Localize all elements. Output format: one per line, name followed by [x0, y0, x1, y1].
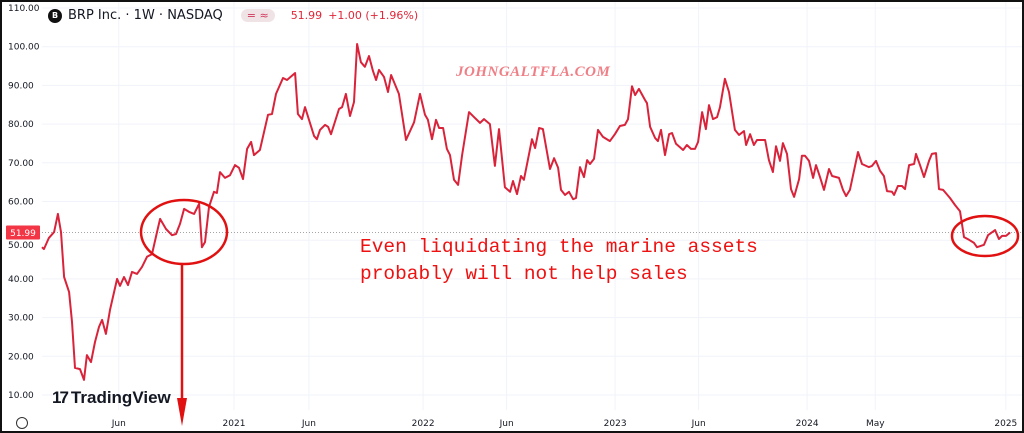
- x-tick-label: 2021: [223, 419, 246, 429]
- tradingview-mark-icon: 17: [52, 388, 69, 407]
- tradingview-logo[interactable]: 17 TradingView: [52, 388, 171, 408]
- settings-icon[interactable]: [16, 417, 28, 429]
- annotation-line-1: Even liquidating the marine assets: [360, 236, 758, 258]
- x-tick-label: 2024: [796, 419, 819, 429]
- x-tick-label: 2025: [994, 419, 1017, 429]
- x-tick-label: Jun: [691, 419, 706, 429]
- x-tick-label: Jun: [301, 419, 316, 429]
- annotation-circle-2025: [950, 214, 1020, 258]
- y-tick-label: 90.00: [8, 81, 34, 91]
- y-tick-label: 40.00: [8, 275, 34, 285]
- annotation-arrow-head-icon: [177, 398, 187, 426]
- chart-header: B BRP Inc. · 1W · NASDAQ = ≈ 51.99 +1.00…: [48, 8, 418, 23]
- x-tick-label: 2023: [604, 419, 627, 429]
- annotation-circle-2020: [139, 198, 229, 266]
- price-tag-label: 51.99: [10, 229, 36, 239]
- y-tick-label: 70.00: [8, 159, 34, 169]
- indicator-toggle[interactable]: = ≈: [240, 9, 275, 22]
- annotation-line-2: probably will not help sales: [360, 263, 688, 285]
- last-price: 51.99: [290, 9, 323, 22]
- price-series-line[interactable]: [41, 43, 1011, 381]
- y-tick-label: 60.00: [8, 198, 34, 208]
- y-tick-label: 10.00: [8, 391, 34, 401]
- x-tick-label: May: [866, 419, 885, 429]
- y-tick-label: 100.00: [8, 43, 40, 53]
- tradingview-label: TradingView: [70, 388, 171, 407]
- y-tick-label: 20.00: [8, 352, 34, 362]
- y-tick-label: 80.00: [8, 120, 34, 130]
- price-tag: [6, 225, 40, 240]
- x-tick-label: Jun: [111, 419, 126, 429]
- x-tick-label: 2022: [412, 419, 435, 429]
- price-change: +1.00 (+1.96%): [328, 9, 419, 22]
- symbol-title[interactable]: BRP Inc. · 1W · NASDAQ: [68, 8, 223, 23]
- watermark: JOHNGALTFLA.COM: [456, 64, 611, 80]
- brp-logo-icon: B: [48, 8, 62, 23]
- y-tick-label: 30.00: [8, 314, 34, 324]
- y-tick-label: 50.00: [8, 241, 34, 251]
- x-tick-label: Jun: [499, 419, 514, 429]
- y-tick-label: 110.00: [8, 4, 40, 14]
